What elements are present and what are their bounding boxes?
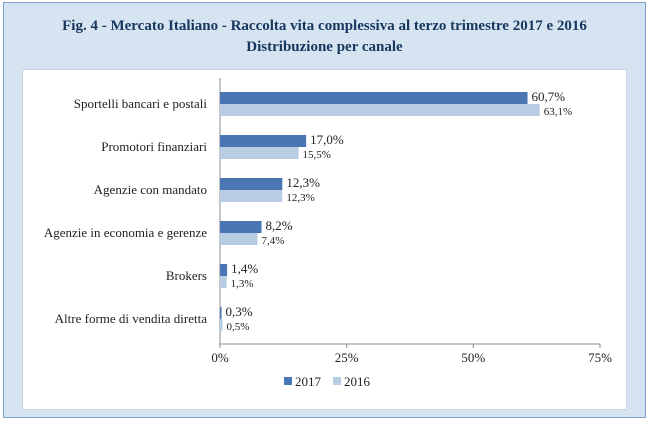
plot-area [22, 69, 627, 410]
x-tick-label: 25% [335, 350, 359, 365]
x-tick-label: 75% [588, 350, 612, 365]
value-label-2017: 12,3% [286, 175, 320, 190]
value-label-2016: 12,3% [286, 192, 314, 204]
value-label-2017: 17,0% [310, 132, 344, 147]
value-label-2016: 15,5% [303, 149, 331, 161]
bar-2017 [220, 92, 528, 104]
bar-2016 [220, 190, 283, 202]
value-label-2016: 0,5% [227, 321, 250, 333]
bar-2016 [220, 319, 223, 331]
category-label: Agenzie in economia e gerenze [44, 225, 207, 240]
x-tick-label: 0% [211, 350, 229, 365]
category-label: Promotori finanziari [101, 139, 207, 154]
bar-2016 [220, 276, 227, 288]
category-label: Agenzie con mandato [94, 182, 207, 197]
category-label: Sportelli bancari e postali [74, 96, 208, 111]
chart-header: Fig. 4 - Mercato Italiano - Raccolta vit… [4, 3, 645, 63]
value-label-2017: 0,3% [226, 304, 253, 319]
bar-2017 [220, 221, 262, 233]
bar-2017 [220, 264, 228, 276]
legend-label-2017: 2017 [295, 374, 322, 389]
value-label-2017: 8,2% [266, 218, 293, 233]
x-tick-label: 50% [461, 350, 485, 365]
value-label-2016: 63,1% [544, 106, 572, 118]
bar-2017 [220, 135, 307, 147]
legend-swatch-2017 [284, 377, 292, 385]
bar-2016 [220, 147, 299, 159]
value-label-2016: 1,3% [231, 278, 254, 290]
bar-2016 [220, 233, 258, 245]
legend-label-2016: 2016 [344, 374, 371, 389]
chart-title: Fig. 4 - Mercato Italiano - Raccolta vit… [62, 18, 587, 34]
bar-2016 [220, 104, 540, 116]
bar-2017 [220, 307, 222, 319]
chart-subtitle: Distribuzione per canale [246, 39, 403, 55]
value-label-2017: 60,7% [532, 89, 566, 104]
figure-frame: Fig. 4 - Mercato Italiano - Raccolta vit… [3, 2, 646, 418]
value-label-2017: 1,4% [231, 261, 258, 276]
bar-2017 [220, 178, 283, 190]
category-label: Altre forme di vendita diretta [55, 311, 208, 326]
category-label: Brokers [166, 268, 207, 283]
value-label-2016: 7,4% [261, 235, 284, 247]
legend-swatch-2016 [333, 377, 341, 385]
